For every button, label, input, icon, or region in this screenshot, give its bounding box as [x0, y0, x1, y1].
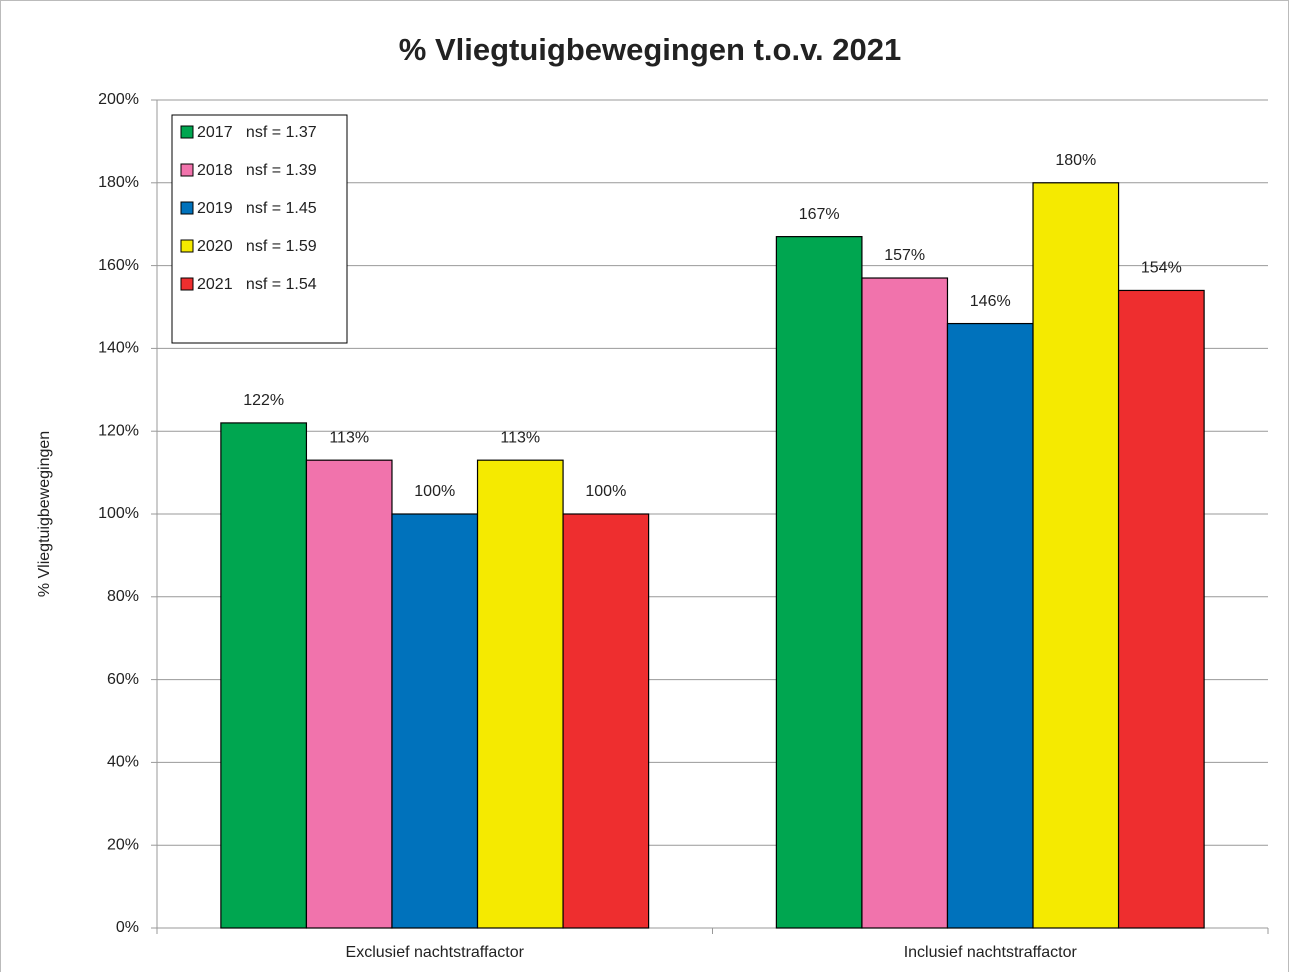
y-tick-label: 40%	[107, 754, 139, 771]
bar	[562, 513, 650, 929]
y-tick-label: 20%	[107, 836, 139, 853]
legend-label: 2019 nsf = 1.45	[197, 200, 317, 217]
value-label: 113%	[329, 429, 369, 446]
y-tick-label: 60%	[107, 671, 139, 688]
value-label: 100%	[414, 483, 455, 500]
legend-label: 2020 nsf = 1.59	[197, 238, 317, 255]
bar	[220, 422, 308, 929]
y-tick-label: 0%	[116, 919, 139, 936]
legend-swatch	[180, 239, 194, 253]
chart-title: % Vliegtuigbewegingen t.o.v. 2021	[399, 32, 901, 67]
value-label: 167%	[799, 206, 840, 223]
bar	[391, 513, 479, 929]
y-tick-label: 100%	[98, 505, 139, 522]
value-label: 122%	[243, 392, 284, 409]
value-label: 180%	[1055, 152, 1096, 169]
value-label: 100%	[585, 483, 626, 500]
legend-swatch	[180, 201, 194, 215]
legend-swatch	[180, 277, 194, 291]
value-label: 157%	[884, 247, 925, 264]
y-tick-label: 120%	[98, 422, 139, 439]
legend-label: 2017 nsf = 1.37	[197, 124, 317, 141]
value-label: 113%	[500, 429, 540, 446]
legend-swatch	[180, 125, 194, 139]
legend-label: 2018 nsf = 1.39	[197, 162, 317, 179]
x-tick-label: Inclusief nachtstraffactor	[904, 944, 1078, 961]
y-tick-label: 160%	[98, 257, 139, 274]
value-label: 154%	[1141, 260, 1182, 277]
bar	[946, 322, 1034, 929]
y-tick-label: 80%	[107, 588, 139, 605]
y-axis-label: % Vliegtuigbewegingen	[36, 431, 53, 597]
legend-label: 2021 nsf = 1.54	[197, 276, 317, 293]
bar	[476, 459, 564, 929]
legend-box	[171, 114, 348, 344]
bar	[775, 236, 863, 929]
x-tick-label: Exclusief nachtstraffactor	[346, 944, 525, 961]
bar	[861, 277, 949, 929]
bar	[1117, 289, 1205, 929]
y-tick-label: 180%	[98, 174, 139, 191]
bar	[305, 459, 393, 929]
legend-swatch	[180, 163, 194, 177]
y-tick-label: 200%	[98, 91, 139, 108]
value-label: 146%	[970, 293, 1011, 310]
bar	[1032, 182, 1120, 929]
y-tick-label: 140%	[98, 340, 139, 357]
